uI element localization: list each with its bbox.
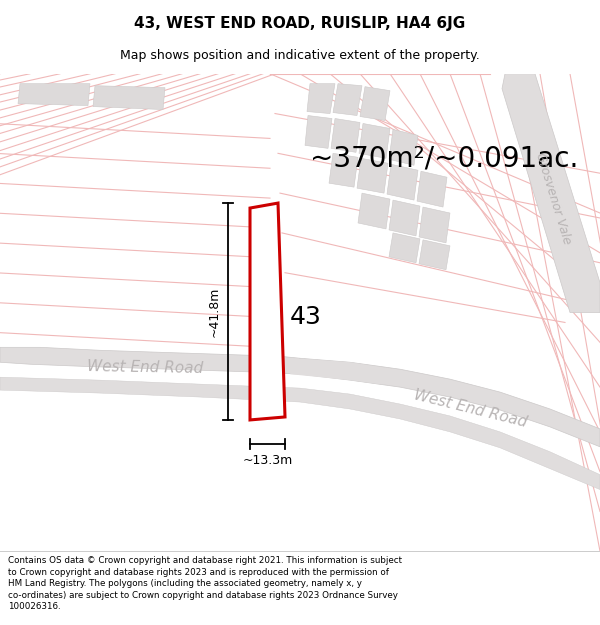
- Polygon shape: [389, 233, 420, 262]
- Polygon shape: [250, 203, 285, 420]
- Text: ~370m²/~0.091ac.: ~370m²/~0.091ac.: [310, 144, 578, 172]
- Text: 43: 43: [290, 306, 322, 329]
- Polygon shape: [417, 171, 447, 207]
- Text: ~41.8m: ~41.8m: [208, 286, 221, 337]
- Polygon shape: [419, 207, 450, 243]
- Polygon shape: [357, 158, 388, 193]
- Text: Grosvenor Vale: Grosvenor Vale: [533, 151, 573, 246]
- Polygon shape: [305, 116, 332, 148]
- Polygon shape: [307, 84, 335, 114]
- Polygon shape: [333, 84, 362, 116]
- Polygon shape: [502, 74, 600, 312]
- Polygon shape: [387, 164, 418, 200]
- Polygon shape: [360, 87, 390, 121]
- Polygon shape: [18, 84, 90, 106]
- Polygon shape: [290, 358, 380, 384]
- Polygon shape: [389, 200, 420, 236]
- Text: Map shows position and indicative extent of the property.: Map shows position and indicative extent…: [120, 49, 480, 62]
- Polygon shape: [0, 377, 600, 489]
- Polygon shape: [358, 193, 390, 229]
- Polygon shape: [329, 153, 358, 187]
- Polygon shape: [0, 348, 300, 374]
- Text: Contains OS data © Crown copyright and database right 2021. This information is : Contains OS data © Crown copyright and d…: [8, 556, 402, 611]
- Text: West End Road: West End Road: [412, 388, 528, 431]
- Polygon shape: [300, 358, 600, 447]
- Text: 43, WEST END ROAD, RUISLIP, HA4 6JG: 43, WEST END ROAD, RUISLIP, HA4 6JG: [134, 16, 466, 31]
- Text: West End Road: West End Road: [87, 359, 203, 376]
- Text: ~13.3m: ~13.3m: [242, 454, 293, 468]
- Polygon shape: [331, 119, 360, 152]
- Polygon shape: [93, 86, 165, 109]
- Polygon shape: [419, 240, 450, 270]
- Polygon shape: [389, 129, 418, 165]
- Polygon shape: [359, 124, 390, 158]
